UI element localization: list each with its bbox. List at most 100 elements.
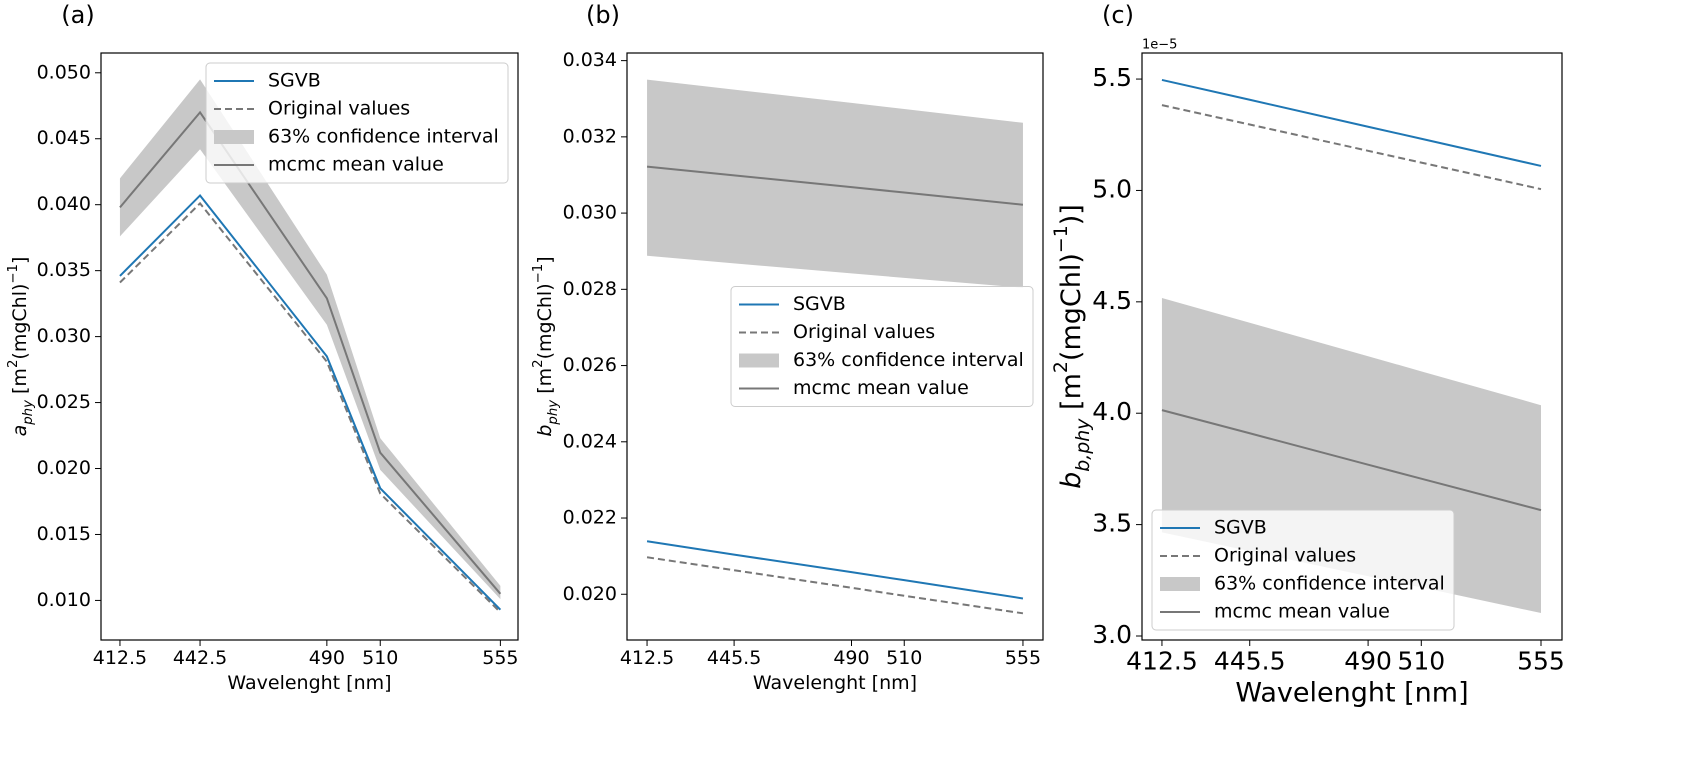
plot-frame xyxy=(626,52,1044,641)
y-axis-label-part: [m xyxy=(1056,373,1087,418)
y-tick-label: 0.010 xyxy=(37,589,91,611)
y-tick-label: 0.032 xyxy=(563,125,617,147)
y-tick-label: 0.025 xyxy=(37,391,91,413)
confidence-band xyxy=(647,79,1023,288)
x-axis-label: Wavelenght [nm] xyxy=(227,672,391,694)
y-axis-label-part: b xyxy=(534,425,556,437)
y-tick-label: 0.020 xyxy=(37,457,91,479)
legend-box xyxy=(205,62,509,184)
series-line xyxy=(646,540,1024,600)
y-axis-label: aphy [m2(mgChl)−1] xyxy=(6,257,36,437)
y-tick-label: 0.015 xyxy=(37,523,91,545)
plot-frame xyxy=(100,52,519,641)
y-axis-label-part: )] xyxy=(1056,204,1087,225)
series-line xyxy=(1161,409,1542,512)
y-axis-label-part: −1 xyxy=(1050,225,1072,253)
panel-title: (a) xyxy=(61,1,94,29)
series-line xyxy=(646,556,1024,615)
y-axis-label: bb,phy [m2(mgChl)−1)] xyxy=(1050,204,1094,489)
y-tick-label: 0.035 xyxy=(37,259,91,281)
x-tick-label: 555 xyxy=(1005,647,1041,669)
y-axis-label-part: (mgChl) xyxy=(1056,253,1087,361)
legend-label: SGVB xyxy=(793,293,846,315)
y-tick-label: 5.5 xyxy=(1092,63,1132,92)
legend-label: 63% confidence interval xyxy=(793,349,1024,371)
y-tick-label: 0.028 xyxy=(563,278,617,300)
y-axis-label-part: [m xyxy=(9,368,31,400)
x-tick-label: 412.5 xyxy=(93,647,147,669)
y-axis-label-part: 2 xyxy=(6,360,21,368)
series-line xyxy=(1161,78,1542,167)
x-tick-label: 490 xyxy=(833,647,869,669)
y-axis-label-part: 2 xyxy=(531,359,546,367)
y-axis-label-part: phy xyxy=(21,399,36,426)
legend-label: SGVB xyxy=(268,70,321,92)
x-tick-label: 510 xyxy=(1397,646,1445,675)
panel-title: (b) xyxy=(586,1,620,29)
series-line xyxy=(1161,104,1542,191)
y-tick-label: 3.5 xyxy=(1092,509,1132,538)
x-tick-label: 412.5 xyxy=(620,647,674,669)
y-tick-label: 0.040 xyxy=(37,193,91,215)
y-axis-label-part: −1 xyxy=(6,264,21,284)
x-axis-label: Wavelenght [nm] xyxy=(1235,677,1468,708)
y-axis-label-part: −1 xyxy=(531,264,546,284)
x-tick-label: 490 xyxy=(1344,646,1392,675)
y-axis-label-part: 2 xyxy=(1050,361,1072,373)
series-line xyxy=(119,110,502,595)
legend-label: mcmc mean value xyxy=(268,154,444,176)
legend-label: mcmc mean value xyxy=(1214,601,1390,623)
legend-label: 63% confidence interval xyxy=(268,126,499,148)
x-tick-label: 412.5 xyxy=(1126,646,1198,675)
legend-box xyxy=(730,286,1034,407)
y-tick-label: 0.034 xyxy=(563,49,617,71)
x-tick-label: 555 xyxy=(482,647,518,669)
x-tick-label: 445.5 xyxy=(1214,646,1286,675)
y-tick-label: 0.030 xyxy=(563,202,617,224)
y-axis-label-part: (mgChl) xyxy=(9,284,31,360)
legend-label: Original values xyxy=(793,321,935,343)
legend-label: Original values xyxy=(268,98,410,120)
y-tick-label: 4.5 xyxy=(1092,286,1132,315)
y-tick-label: 0.026 xyxy=(563,354,617,376)
y-axis-label-part: a xyxy=(9,425,31,437)
y-offset-label: 1e−5 xyxy=(1142,38,1177,53)
x-tick-label: 555 xyxy=(1517,646,1565,675)
y-axis-label-part: [m xyxy=(534,368,556,400)
y-tick-label: 0.022 xyxy=(563,507,617,529)
y-tick-label: 0.045 xyxy=(37,127,91,149)
x-tick-label: 510 xyxy=(886,647,922,669)
legend-swatch xyxy=(739,353,779,368)
x-axis-label: Wavelenght [nm] xyxy=(753,672,917,694)
y-tick-label: 3.0 xyxy=(1092,620,1132,649)
x-tick-label: 510 xyxy=(362,647,398,669)
y-tick-label: 0.024 xyxy=(563,430,617,452)
x-tick-label: 445.5 xyxy=(707,647,761,669)
confidence-band xyxy=(119,79,501,600)
legend-label: SGVB xyxy=(1214,517,1267,539)
legend-box xyxy=(1151,509,1455,631)
legend-label: 63% confidence interval xyxy=(1214,573,1445,595)
series-line xyxy=(646,165,1024,206)
y-tick-label: 0.030 xyxy=(37,325,91,347)
y-axis-label-part: b,phy xyxy=(1072,418,1094,472)
panel-title: (c) xyxy=(1102,1,1134,29)
y-axis-label-part: ] xyxy=(534,256,556,263)
y-tick-label: 0.020 xyxy=(563,583,617,605)
legend-label: Original values xyxy=(1214,545,1356,567)
x-tick-label: 442.5 xyxy=(173,647,227,669)
y-axis-label: bphy [m2(mgChl)−1] xyxy=(531,256,561,436)
y-axis-label-part: ] xyxy=(9,257,31,264)
plot-frame xyxy=(1141,52,1563,641)
y-tick-label: 0.050 xyxy=(37,61,91,83)
legend-swatch xyxy=(1160,577,1200,591)
y-tick-label: 4.0 xyxy=(1092,397,1132,426)
y-axis-label-part: b xyxy=(1056,472,1087,489)
legend-swatch xyxy=(214,130,254,144)
series-line xyxy=(119,193,502,611)
y-axis-label-part: (mgChl) xyxy=(534,283,556,359)
y-axis-label-part: phy xyxy=(546,399,561,426)
legend-label: mcmc mean value xyxy=(793,377,969,399)
y-tick-label: 5.0 xyxy=(1092,174,1132,203)
x-tick-label: 490 xyxy=(309,647,345,669)
